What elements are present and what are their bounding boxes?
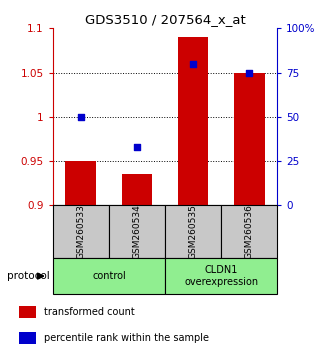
Bar <box>109 205 165 258</box>
Bar <box>221 205 277 258</box>
Title: GDS3510 / 207564_x_at: GDS3510 / 207564_x_at <box>84 13 246 26</box>
Bar <box>165 205 221 258</box>
Text: GSM260533: GSM260533 <box>76 204 85 259</box>
Bar <box>165 258 277 294</box>
Text: CLDN1
overexpression: CLDN1 overexpression <box>184 265 258 287</box>
Text: GSM260535: GSM260535 <box>188 204 198 259</box>
Bar <box>19 332 36 344</box>
Bar <box>65 161 96 205</box>
Text: control: control <box>92 271 126 281</box>
Bar <box>178 37 209 205</box>
Text: transformed count: transformed count <box>44 307 135 317</box>
Point <box>247 70 252 75</box>
Point <box>78 114 83 120</box>
Bar <box>234 73 265 205</box>
Text: GSM260534: GSM260534 <box>132 205 142 259</box>
Text: percentile rank within the sample: percentile rank within the sample <box>44 333 209 343</box>
Point <box>134 144 140 150</box>
Bar <box>121 174 152 205</box>
Bar <box>19 307 36 318</box>
Point <box>190 61 196 67</box>
Bar <box>53 258 165 294</box>
Text: protocol: protocol <box>7 271 50 281</box>
Text: GSM260536: GSM260536 <box>245 204 254 259</box>
Bar <box>53 205 109 258</box>
